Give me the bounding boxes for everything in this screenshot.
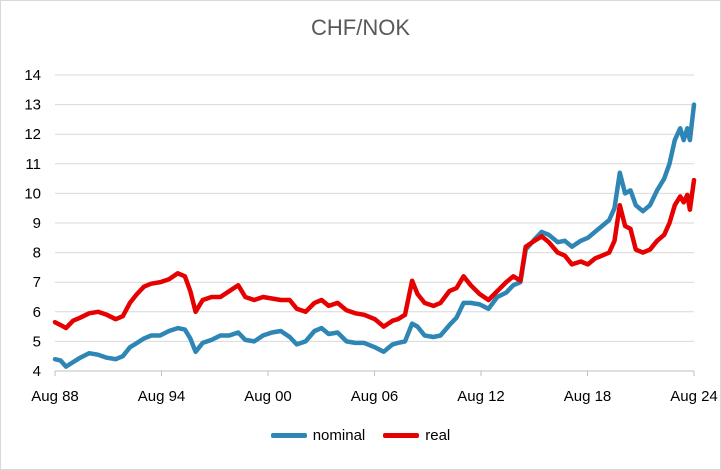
legend-label: real [425,427,451,444]
x-tick-label: Aug 94 [138,388,186,405]
y-tick-label: 4 [33,363,41,380]
legend-item-real: real [383,427,450,444]
axes [54,370,695,376]
legend-swatch [270,433,307,438]
x-tick-label: Aug 06 [351,388,399,405]
y-tick-label: 14 [24,67,41,84]
legend-item-nominal: nominal [270,427,366,444]
y-tick-label: 10 [24,185,41,202]
y-tick-label: 12 [24,126,41,143]
legend-label: nominal [312,427,366,444]
legend: nominal real [1,427,720,444]
gridlines [55,74,694,342]
legend-swatch [383,433,420,438]
y-tick-label: 13 [24,97,41,114]
y-tick-label: 9 [33,215,41,232]
x-tick-label: Aug 18 [564,388,612,405]
x-tick-label: Aug 24 [670,388,718,405]
y-tick-label: 6 [33,304,41,321]
series-lines [52,102,697,369]
x-tick-label: Aug 00 [244,388,292,405]
series-line-real [52,177,697,331]
series-line-nominal [52,102,697,369]
y-tick-label: 7 [33,274,41,291]
tick-labels: 4 5 6 7 8 9 10 11 12 13 14 Aug 88 Aug 94 Aug 00 Aug 06… [24,67,717,405]
x-tick-label: Aug 88 [31,388,79,405]
y-tick-label: 11 [25,156,41,173]
y-tick-label: 8 [33,245,41,262]
y-tick-label: 5 [33,333,41,350]
chart-title: CHF/NOK [311,15,410,40]
x-tick-label: Aug 12 [457,388,505,405]
